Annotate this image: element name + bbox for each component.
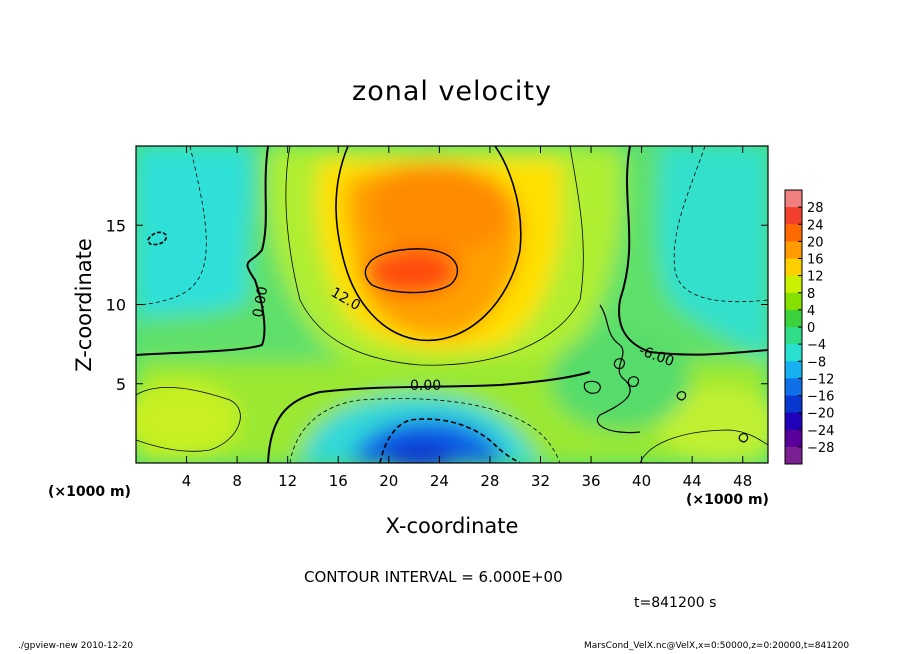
colorbar: 28 24 20 16 12 8 4 0 −4 −8 −12 −16 −20 −24 −28: [784, 189, 834, 465]
contour-interval: CONTOUR INTERVAL = 6.000E+00: [304, 568, 563, 586]
colorbar-tick-label: 4: [807, 304, 815, 319]
x-axis-label: X-coordinate: [385, 514, 519, 538]
colorbar-tick-label: 24: [807, 218, 824, 233]
colorbar-segment: [785, 207, 802, 225]
colorbar-tick-label: 16: [807, 253, 824, 268]
colorbar-segment: [785, 190, 802, 208]
colorbar-segment: [785, 275, 802, 294]
contour-layer: [136, 146, 768, 463]
x-tick-label: 4: [182, 472, 192, 490]
colorbar-segment: [785, 412, 802, 431]
colorbar-segment: [785, 224, 802, 242]
colorbar-segment: [785, 395, 802, 414]
footer-right: MarsCond_VelX.nc@VelX,x=0:50000,z=0:2000…: [584, 641, 850, 651]
x-tick-label: 40: [632, 472, 651, 490]
x-tick-label: 32: [531, 472, 550, 490]
x-unit-right: (×1000 m): [686, 492, 769, 508]
colorbar-segment: [785, 344, 802, 362]
contour-label-0-lower: 0.00: [410, 378, 441, 394]
colorbar-segment: [785, 361, 802, 379]
y-axis-ticks: 5 10 15: [106, 216, 768, 394]
colorbar-tick-label: 28: [807, 201, 824, 216]
y-axis-label: Z-coordinate: [72, 238, 96, 372]
x-tick-label: 24: [430, 472, 449, 490]
y-tick-label: 5: [116, 375, 126, 394]
time-label: t=841200 s: [634, 595, 717, 611]
colorbar-tick-label: 8: [807, 287, 815, 302]
colorbar-segment: [785, 292, 802, 311]
x-tick-label: 20: [379, 472, 398, 490]
colorbar-tick-label: 12: [807, 270, 824, 285]
x-tick-label: 36: [581, 472, 600, 490]
footer-left: ./gpview-new 2010-12-20: [18, 641, 134, 651]
x-tick-label: 12: [278, 472, 297, 490]
colorbar-tick-label: −12: [807, 372, 834, 387]
colorbar-segment: [785, 258, 802, 277]
colorbar-tick-label: −24: [807, 424, 834, 439]
x-axis-ticks: 4 8 12 16 20 24 28 32 36 40 44 48: [182, 146, 752, 490]
colorbar-tick-label: −20: [807, 407, 834, 422]
y-tick-label: 15: [106, 216, 126, 235]
x-tick-label: 16: [329, 472, 348, 490]
colorbar-segment: [785, 241, 802, 259]
x-tick-label: 44: [683, 472, 702, 490]
x-tick-label: 48: [733, 472, 752, 490]
colorbar-segment: [785, 429, 802, 448]
colorbar-tick-label: −8: [807, 355, 826, 370]
colorbar-segment: [785, 446, 802, 465]
y-tick-label: 10: [106, 296, 126, 315]
colorbar-segment: [785, 378, 802, 396]
colorbar-tick-label: 20: [807, 235, 824, 250]
colorbar-tick-label: −16: [807, 390, 834, 405]
colorbar-segment: [785, 309, 802, 328]
colorbar-segment: [785, 327, 802, 345]
colorbar-tick-label: −4: [807, 338, 826, 353]
x-tick-label: 28: [480, 472, 499, 490]
colorbar-tick-label: 0: [807, 321, 815, 336]
field-layer: [136, 146, 768, 463]
chart-title: zonal velocity: [352, 76, 552, 107]
colorbar-tick-label: −28: [807, 441, 834, 456]
contour-label-0: 0.00: [250, 285, 271, 318]
x-unit-left: (×1000 m): [48, 484, 131, 500]
x-tick-label: 8: [232, 472, 242, 490]
